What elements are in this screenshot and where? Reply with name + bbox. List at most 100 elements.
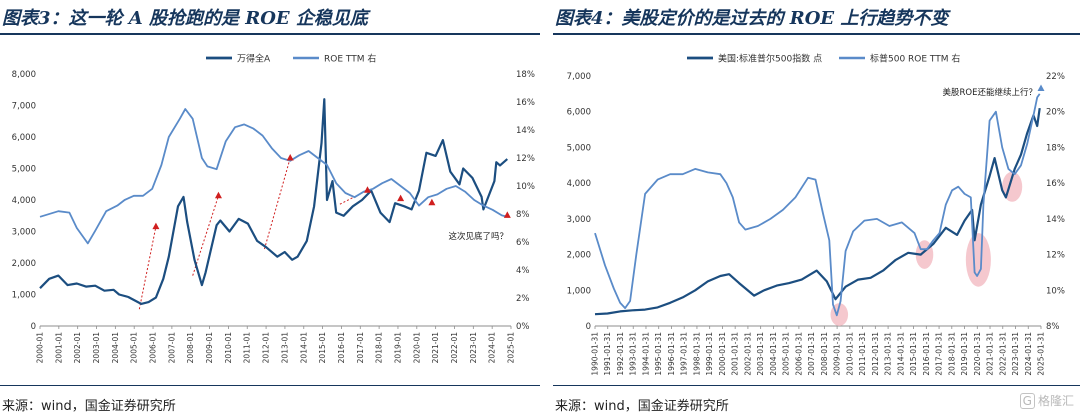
x-tick-label: 2006-01-31	[794, 332, 803, 376]
y-left-tick-label: 1,000	[12, 291, 36, 301]
chart-annotation: 这次见底了吗？	[448, 231, 508, 242]
left-title-rule	[0, 33, 540, 35]
y-left-tick-label: 1,000	[567, 286, 591, 296]
x-tick-label: 2007-01	[167, 332, 176, 364]
triangle-marker-6	[428, 198, 436, 206]
x-tick-label: 2016-01	[337, 332, 346, 364]
x-tick-label: 2001-01-31	[731, 332, 740, 376]
x-tick-label: 2005-01-31	[782, 332, 791, 376]
x-tick-label: 1990-01-31	[591, 332, 600, 376]
x-tick-label: 2003-01	[92, 332, 101, 364]
series-line-1	[39, 98, 509, 305]
x-tick-label: 2010-01-31	[845, 332, 854, 376]
right-chart-title: 图表4：美股定价的是过去的 ROE 上行趋势不变	[555, 8, 949, 29]
y-left-tick-label: 4,000	[567, 179, 591, 189]
x-tick-label: 2022-01-31	[998, 332, 1007, 376]
x-tick-label: 2000-01	[36, 332, 45, 364]
x-tick-label: 1996-01-31	[667, 332, 676, 376]
x-tick-label: 2016-01-31	[922, 332, 931, 376]
x-tick-label: 2012-01	[262, 332, 271, 364]
y-right-tick-label: 12%	[1046, 251, 1065, 261]
x-tick-label: 2015-01-31	[909, 332, 918, 376]
watermark-text: 格隆汇	[1037, 394, 1074, 408]
x-tick-label: 2013-01	[280, 332, 289, 364]
x-tick-label: 1991-01-31	[603, 332, 612, 376]
left-chart-title: 图表3：这一轮 A 股抢跑的是 ROE 企稳见底	[2, 8, 368, 29]
x-tick-label: 2006-01	[149, 332, 158, 364]
triangle-marker-2	[214, 191, 222, 199]
y-right-tick-label: 14%	[516, 126, 535, 136]
x-tick-label: 2008-01-31	[820, 332, 829, 376]
x-tick-label: 2002-01-31	[743, 332, 752, 376]
x-tick-label: 2004-01-31	[769, 332, 778, 376]
legend: 美国:标准普尔500指数 点 标普500 ROE TTM 右	[687, 53, 960, 65]
x-tick-label: 2024-01-31	[1024, 332, 1033, 376]
legend-label-1: 美国:标准普尔500指数 点	[718, 53, 822, 65]
x-tick-label: 2019-01-31	[960, 332, 969, 376]
legend: 万得全A ROE TTM 右	[206, 53, 376, 65]
y-right-tick-label: 10%	[516, 182, 535, 192]
x-tick-label: 2021-01-31	[986, 332, 995, 376]
watermark-logo-icon: G	[1019, 393, 1035, 409]
triangle-marker-7	[503, 211, 511, 218]
x-tick-label: 2013-01-31	[884, 332, 893, 376]
y-right-tick-label: 16%	[1046, 179, 1065, 189]
x-tick-label: 2017-01	[356, 332, 365, 364]
y-right-tick-label: 12%	[516, 154, 535, 164]
x-tick-label: 2023-01	[469, 332, 478, 364]
x-tick-label: 2018-01	[375, 332, 384, 364]
x-tick-label: 1994-01-31	[641, 332, 650, 376]
triangle-marker-4	[363, 186, 371, 193]
triangle-marker-3	[286, 154, 294, 161]
left-chart-panel: 图表3：这一轮 A 股抢跑的是 ROE 企稳见底 万得全A ROE TTM 右 0 1…	[0, 8, 540, 414]
y-left-tick-label: 6,000	[12, 133, 36, 143]
x-tick-label: 1993-01-31	[629, 332, 638, 376]
y-left-tick-label: 2,000	[12, 259, 36, 269]
trend-arrow-2	[192, 195, 219, 276]
x-tick-label: 2012-01-31	[871, 332, 880, 376]
right-line-chart: 美国:标准普尔500指数 点 标普500 ROE TTM 右 0 1,000 2,000…	[567, 53, 1065, 376]
y-right-tick-label: 0%	[516, 322, 530, 332]
x-tick-label: 1997-01-31	[680, 332, 689, 376]
chart-annotation: 美股ROE还能继续上行？	[943, 87, 1037, 98]
x-tick-label: 2023-01-31	[1011, 332, 1020, 376]
y-left-tick-label: 4,000	[12, 196, 36, 206]
x-tick-label: 2017-01-31	[935, 332, 944, 376]
highlight-ellipse-3	[965, 233, 991, 287]
x-tick-label: 1992-01-31	[616, 332, 625, 376]
right-source-note: 来源：wind，国金证券研究所	[555, 399, 729, 414]
trend-arrow-3	[263, 157, 291, 250]
watermark: G 格隆汇	[1019, 392, 1074, 409]
y-left-tick-label: 0	[31, 322, 36, 332]
y-left-tick-label: 3,000	[12, 228, 36, 238]
x-tick-label: 2014-01	[299, 332, 308, 364]
y-right-tick-label: 18%	[1046, 143, 1065, 153]
left-source-note: 来源：wind，国金证券研究所	[2, 399, 176, 414]
y-left-tick-label: 5,000	[12, 165, 36, 175]
x-tick-label: 2011-01-31	[858, 332, 867, 376]
triangle-marker-5	[397, 194, 405, 202]
x-tick-label: 2009-01	[205, 332, 214, 364]
x-tick-label: 2003-01-31	[756, 332, 765, 376]
y-left-tick-label: 2,000	[567, 251, 591, 261]
x-tick-label: 2004-01	[111, 332, 120, 364]
series-line-2	[39, 108, 508, 245]
y-right-tick-label: 2%	[516, 294, 530, 304]
y-right-tick-label: 4%	[516, 266, 530, 276]
x-tick-label: 2010-01	[224, 332, 233, 364]
y-right-tick-label: 14%	[1046, 215, 1065, 225]
right-source-rule	[553, 385, 1080, 386]
y-right-tick-label: 6%	[516, 238, 530, 248]
y-left-tick-label: 6,000	[567, 108, 591, 118]
x-tick-label: 2025-01	[507, 332, 516, 364]
x-tick-label: 2014-01-31	[896, 332, 905, 376]
triangle-marker-1	[152, 222, 160, 230]
x-tick-label: 2015-01	[318, 332, 327, 364]
x-tick-label: 1999-01-31	[705, 332, 714, 376]
legend-label-2: ROE TTM 右	[324, 53, 376, 65]
y-right-tick-label: 8%	[516, 210, 530, 220]
y-left-tick-label: 5,000	[567, 143, 591, 153]
x-tick-label: 2009-01-31	[833, 332, 842, 376]
y-right-tick-label: 22%	[1046, 72, 1065, 82]
x-tick-label: 2022-01	[450, 332, 459, 364]
